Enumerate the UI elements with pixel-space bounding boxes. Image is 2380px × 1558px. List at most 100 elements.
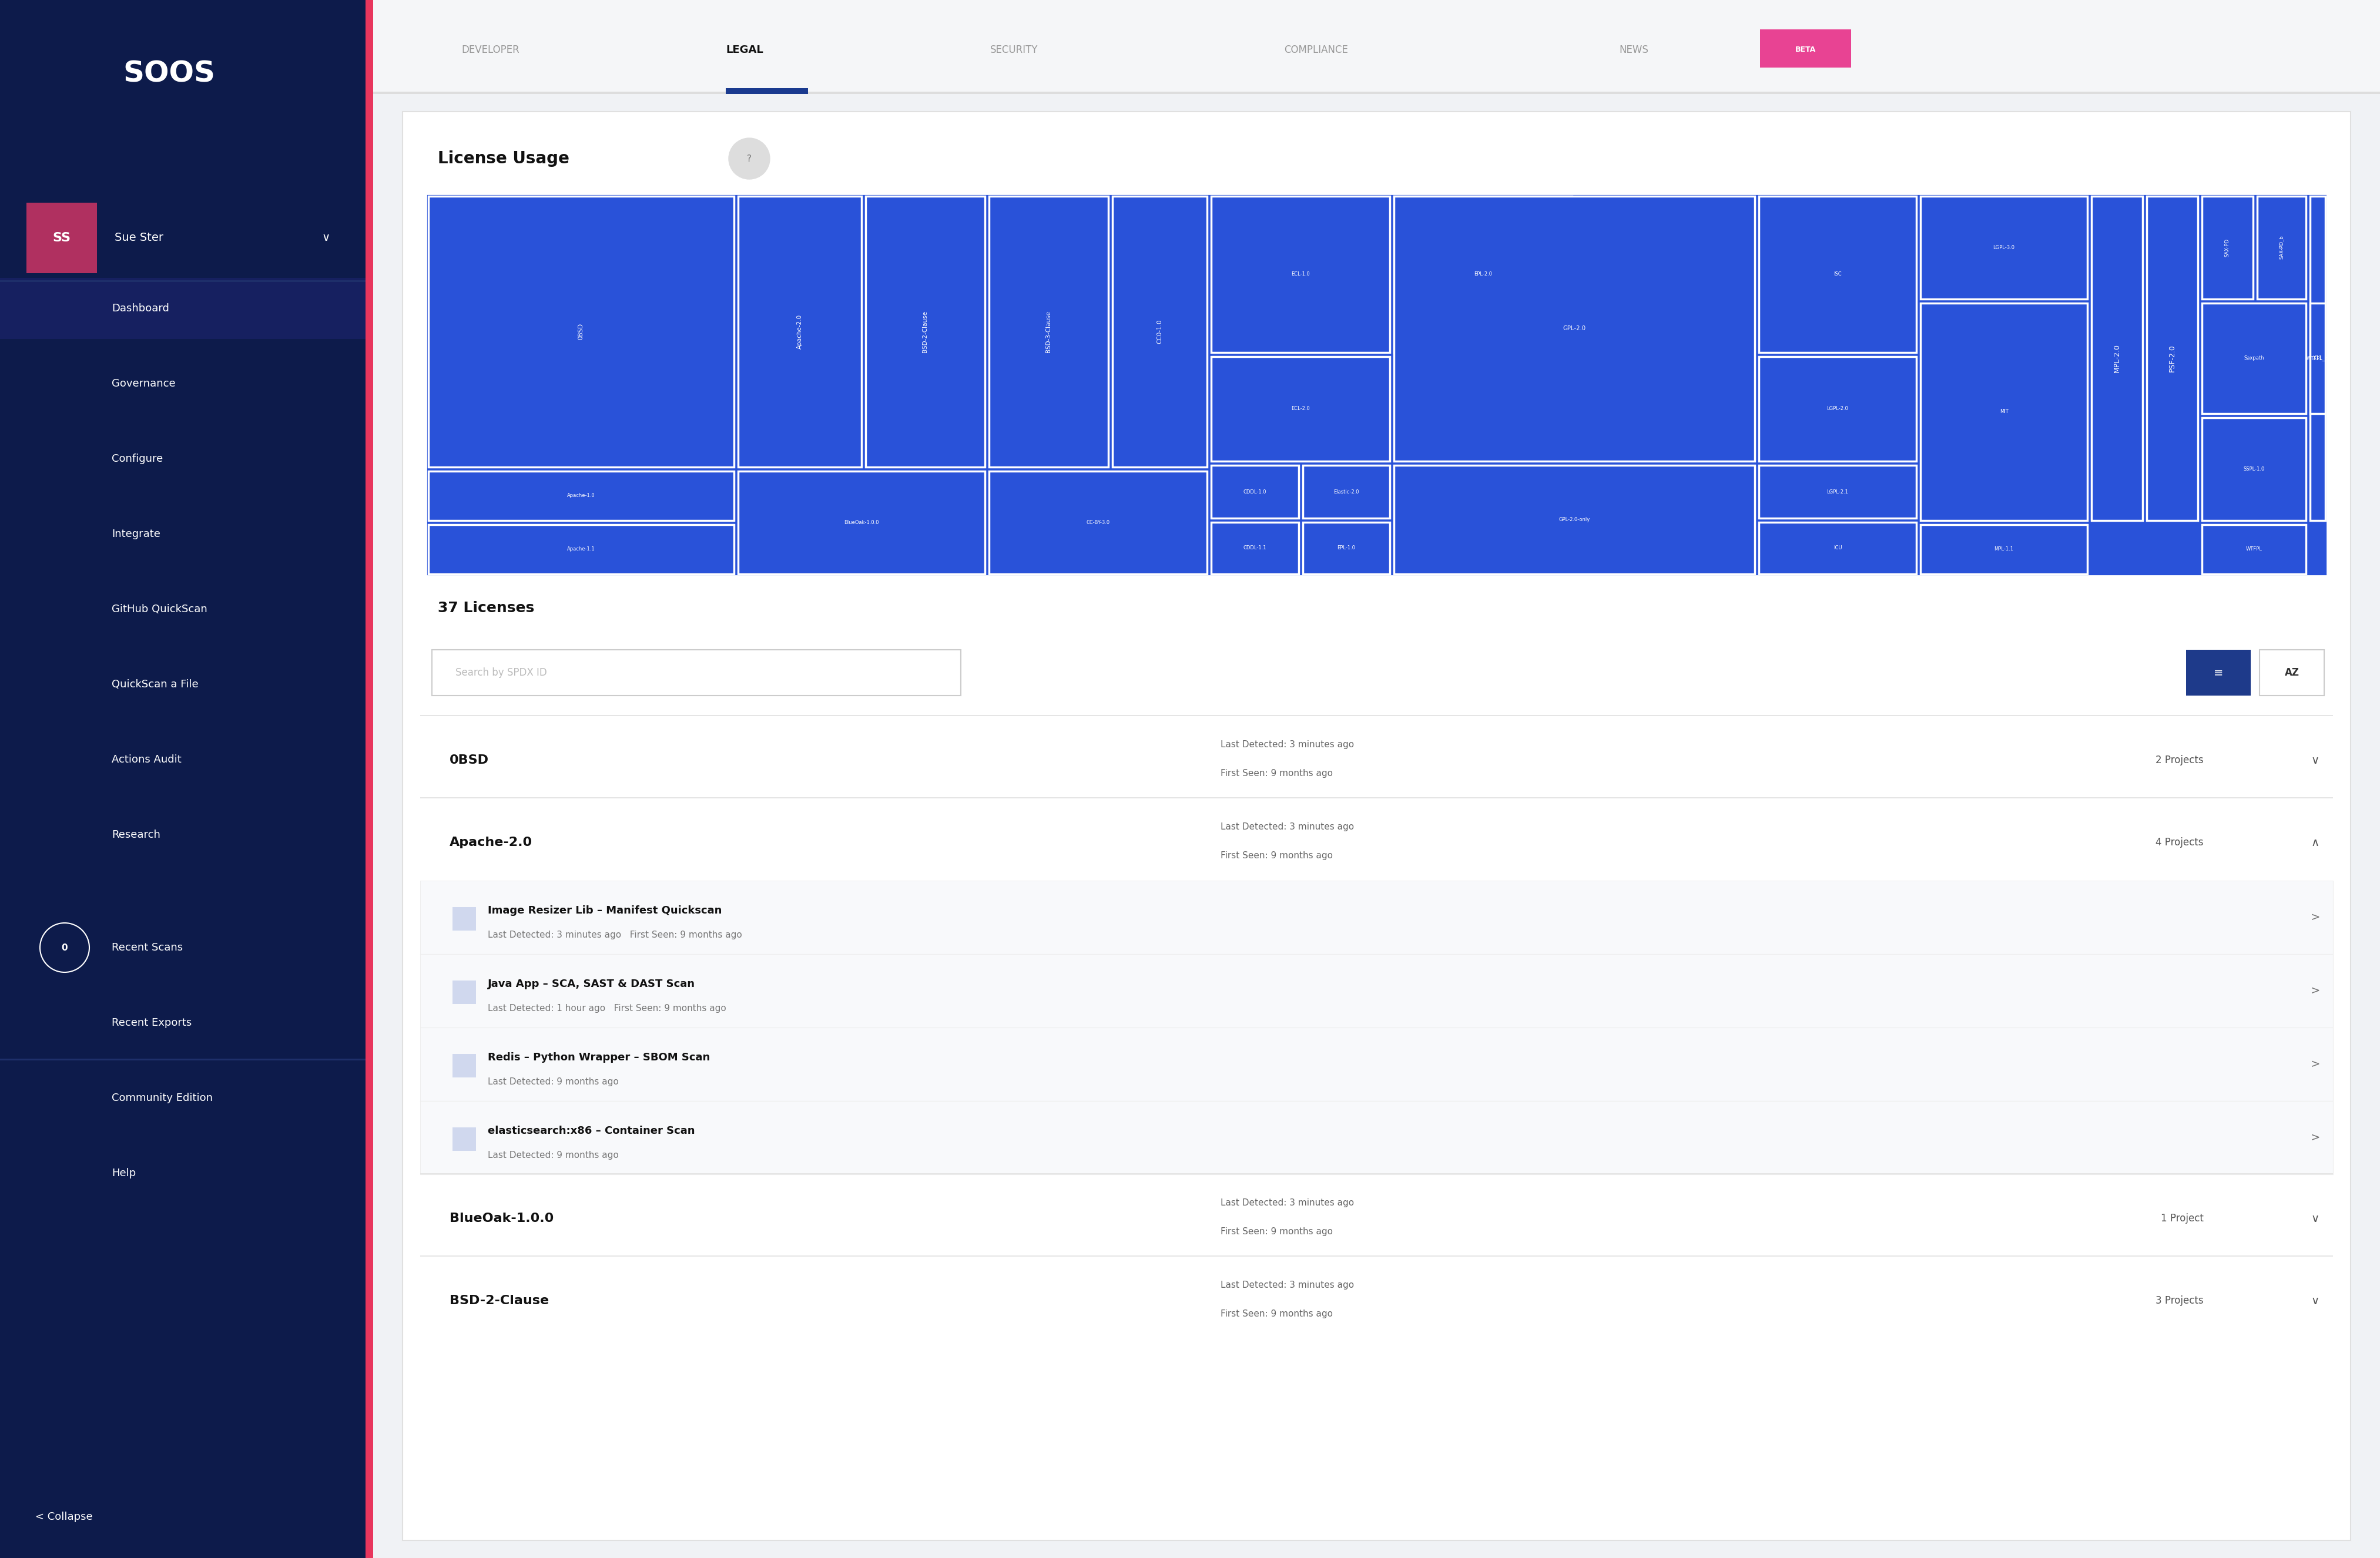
Bar [1761,30,1852,67]
Text: BSD-2-Clause: BSD-2-Clause [450,1295,550,1307]
Bar [374,0,2380,93]
Text: Saxpath: Saxpath [2244,355,2263,361]
Text: BSD-2-Clause: BSD-2-Clause [921,310,928,352]
Bar [0,0,367,146]
Bar [2311,302,2325,413]
Text: ∨: ∨ [2311,754,2320,767]
Bar [452,1126,476,1150]
Bar [402,112,2351,1541]
Text: Actions Audit: Actions Audit [112,754,181,765]
Text: < Collapse: < Collapse [36,1511,93,1522]
Text: Governance: Governance [112,379,176,390]
Text: SS: SS [52,232,71,243]
Text: ≡: ≡ [2213,667,2223,678]
Bar [1111,196,1207,467]
Text: SSPL-1.0: SSPL-1.0 [2244,466,2266,472]
Text: ?: ? [747,154,752,164]
Text: LGPL-2.1: LGPL-2.1 [1828,489,1849,494]
Bar [421,953,2332,1028]
Text: GPL-2.0-only: GPL-2.0-only [1559,517,1590,522]
Bar [1921,525,2087,573]
Text: CDDL-1.0: CDDL-1.0 [1242,489,1266,494]
Text: Apache-1.0: Apache-1.0 [566,492,595,499]
Bar [1211,522,1299,573]
Bar [1395,196,1573,352]
Text: BlueOak-1.0.0: BlueOak-1.0.0 [450,1212,555,1225]
Text: 3 Projects: 3 Projects [2156,1295,2204,1306]
Text: SAX-PD_b: SAX-PD_b [2278,235,2285,259]
Bar [2256,196,2306,299]
Bar [428,196,733,467]
Text: BSD-3-Clause: BSD-3-Clause [1045,310,1052,352]
Text: Last Detected: 3 minutes ago: Last Detected: 3 minutes ago [1221,823,1354,830]
Bar [426,193,2328,576]
Text: AZ: AZ [2285,667,2299,678]
Text: Last Detected: 9 months ago: Last Detected: 9 months ago [488,1151,619,1159]
Text: 0BSD: 0BSD [450,754,488,767]
Text: Community Edition: Community Edition [112,1092,212,1103]
Bar [428,471,733,520]
Bar [431,650,962,695]
Text: elasticsearch:x86 – Container Scan: elasticsearch:x86 – Container Scan [488,1125,695,1136]
Bar [26,203,98,273]
Text: Redis – Python Wrapper – SBOM Scan: Redis – Python Wrapper – SBOM Scan [488,1052,709,1063]
Text: 1 Project: 1 Project [2161,1214,2204,1223]
Text: MIT: MIT [1999,408,2009,414]
Bar [0,0,374,1558]
Text: Apache-2.0: Apache-2.0 [797,315,802,349]
Bar [2311,196,2325,520]
Text: Java App – SCA, SAST & DAST Scan: Java App – SCA, SAST & DAST Scan [488,978,695,989]
Bar [1921,196,2087,299]
Text: Recent Scans: Recent Scans [112,943,183,953]
Text: ECL-2.0: ECL-2.0 [1292,407,1309,411]
Text: Elastic-2.0: Elastic-2.0 [1333,489,1359,494]
Bar [1759,196,1916,352]
Text: ICU: ICU [1833,545,1842,550]
Text: Research: Research [112,829,159,840]
Bar [2202,302,2306,413]
Text: 0BSD: 0BSD [578,323,583,340]
Bar [0,1058,367,1061]
Text: >: > [2311,985,2320,997]
Bar [2147,196,2197,520]
Text: Image Resizer Lib – Manifest Quickscan: Image Resizer Lib – Manifest Quickscan [488,905,721,916]
Text: MPL-1.1: MPL-1.1 [1994,547,2013,552]
Text: Last Detected: 3 minutes ago: Last Detected: 3 minutes ago [1221,1281,1354,1288]
Bar [0,280,367,282]
Text: MPL-2.0: MPL-2.0 [2113,344,2121,372]
Text: Apache-2.0: Apache-2.0 [450,837,533,848]
Bar [990,471,1207,573]
Bar [452,980,476,1003]
Bar [367,0,374,1558]
Circle shape [40,922,90,972]
Bar [428,525,733,573]
Text: BlueOak-1.0.0: BlueOak-1.0.0 [845,520,878,525]
Text: Recent Exports: Recent Exports [112,1017,193,1028]
Bar [2259,650,2325,695]
Text: ∧: ∧ [2311,837,2320,848]
Bar [2202,418,2306,520]
Text: LEGAL: LEGAL [726,45,764,55]
Text: DEVELOPER: DEVELOPER [462,45,519,55]
Text: 37 Licenses: 37 Licenses [438,601,536,615]
Text: Configure: Configure [112,453,162,464]
Text: GPL-2.0: GPL-2.0 [1564,326,1585,332]
Bar [452,1053,476,1077]
Text: >: > [2311,1058,2320,1070]
Bar [2187,650,2251,695]
Text: Last Detected: 3 minutes ago   First Seen: 9 months ago: Last Detected: 3 minutes ago First Seen:… [488,930,743,939]
Text: COMPLIANCE: COMPLIANCE [1285,45,1347,55]
Text: First Seen: 9 months ago: First Seen: 9 months ago [1221,768,1333,777]
Text: Last Detected: 3 minutes ago: Last Detected: 3 minutes ago [1221,740,1354,749]
Text: EPL-1.0: EPL-1.0 [1338,545,1354,550]
Text: CC-BY-3.0: CC-BY-3.0 [1085,520,1109,525]
Bar [738,196,862,467]
Text: >: > [2311,911,2320,922]
Text: Last Detected: 1 hour ago   First Seen: 9 months ago: Last Detected: 1 hour ago First Seen: 9 … [488,1003,726,1013]
Bar [1211,357,1390,461]
Text: QuickScan a File: QuickScan a File [112,679,198,690]
Bar [2092,196,2142,520]
Text: LGPL-3.0: LGPL-3.0 [1992,245,2016,249]
Text: ∨: ∨ [321,232,331,243]
Text: 0: 0 [62,943,67,952]
